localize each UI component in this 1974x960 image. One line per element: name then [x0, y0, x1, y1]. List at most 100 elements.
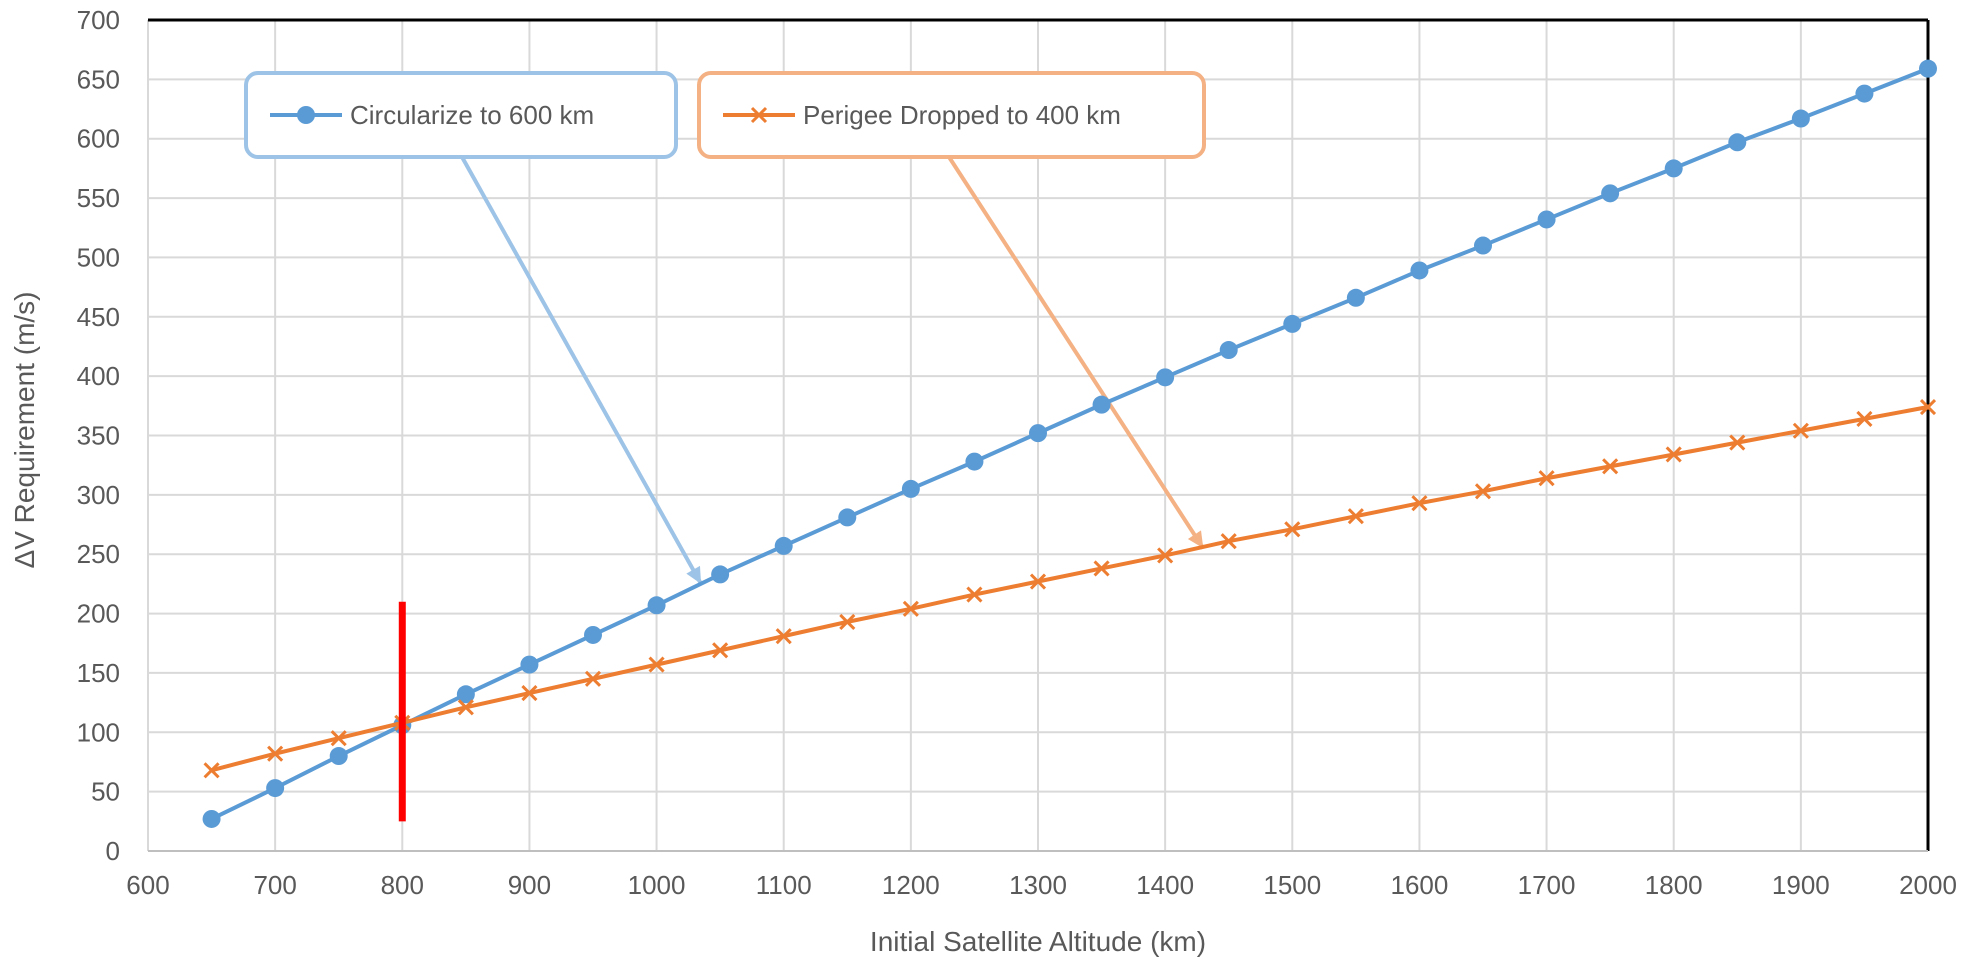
legend-swatch-marker: [297, 106, 315, 124]
callout-arrow-head: [686, 565, 702, 584]
y-tick-label: 0: [106, 836, 120, 866]
x-axis-ticks: 600 700 800 900 1000 1100 1200 1300 1400 1500 1600…: [126, 870, 1957, 900]
legend-label: Perigee Dropped to 400 km: [803, 100, 1121, 130]
data-point: [266, 779, 285, 798]
data-point: [1156, 368, 1175, 387]
y-tick-label: 100: [77, 717, 120, 747]
x-tick-label: 1300: [1009, 870, 1067, 900]
legend-callout-1: Circularize to 600 km: [244, 71, 703, 585]
y-axis-title: ΔV Requirement (m/s): [9, 292, 40, 569]
callout-box: [244, 71, 678, 159]
callout-arrow-head: [1187, 530, 1204, 549]
data-point: [520, 655, 539, 674]
data-point: [775, 628, 792, 645]
data-point: [1919, 59, 1937, 78]
series-1: [202, 59, 1937, 828]
x-tick-label: 1600: [1391, 870, 1449, 900]
data-point: [647, 596, 666, 615]
x-tick-label: 800: [381, 870, 424, 900]
data-point: [966, 586, 983, 603]
callout-arrow-line: [460, 156, 703, 585]
data-point: [901, 479, 920, 498]
y-tick-label: 400: [77, 361, 120, 391]
x-tick-label: 1200: [882, 870, 940, 900]
data-point: [1919, 398, 1937, 416]
x-tick-label: 700: [253, 870, 296, 900]
data-point: [712, 642, 729, 659]
data-point: [1029, 424, 1047, 443]
data-point: [202, 809, 221, 828]
data-point: [1601, 184, 1620, 203]
legend-callout-2: Perigee Dropped to 400 km: [697, 71, 1206, 550]
callout-box: [697, 71, 1206, 159]
data-point: [330, 730, 347, 747]
data-point: [1537, 210, 1556, 229]
data-point: [1855, 84, 1874, 103]
data-point: [1791, 109, 1810, 128]
x-tick-label: 900: [508, 870, 551, 900]
x-tick-label: 1000: [628, 870, 686, 900]
data-point: [1729, 434, 1746, 451]
data-point: [584, 625, 602, 644]
data-point: [1284, 521, 1301, 538]
legend-label: Circularize to 600 km: [350, 100, 594, 130]
data-point: [1410, 261, 1429, 280]
data-point: [1792, 422, 1809, 439]
data-point: [456, 685, 475, 704]
data-point: [1092, 395, 1111, 414]
x-tick-label: 600: [126, 870, 169, 900]
data-point: [1665, 446, 1682, 463]
series-2: [203, 398, 1937, 779]
data-point: [1093, 560, 1110, 577]
plot-frame: [148, 18, 1930, 852]
legend-swatch-marker: [750, 106, 768, 124]
x-tick-label: 2000: [1899, 870, 1957, 900]
x-tick-label: 1700: [1518, 870, 1576, 900]
y-tick-label: 600: [77, 124, 120, 154]
x-tick-label: 1500: [1263, 870, 1321, 900]
y-tick-label: 350: [77, 421, 120, 451]
legend-callouts: Circularize to 600 km Perigee Dropped to …: [244, 71, 1206, 585]
data-point: [1029, 573, 1047, 590]
series-line: [210, 66, 1929, 821]
callout-arrow-line: [947, 155, 1205, 550]
x-tick-label: 1100: [756, 870, 812, 900]
x-tick-label: 1800: [1645, 870, 1703, 900]
data-point: [457, 699, 474, 716]
x-tick-label: 1900: [1772, 870, 1830, 900]
data-point: [1411, 495, 1428, 512]
series-line: [211, 405, 1929, 773]
data-point: [329, 747, 348, 766]
data-point: [902, 600, 919, 617]
data-point: [1346, 288, 1365, 307]
y-tick-label: 700: [77, 5, 120, 35]
data-point: [965, 452, 984, 471]
y-tick-label: 550: [77, 183, 120, 213]
data-point: [1474, 483, 1492, 500]
data-point: [1856, 410, 1873, 427]
data-point: [1219, 341, 1238, 360]
data-point: [267, 745, 284, 762]
data-point: [648, 656, 665, 673]
y-tick-label: 200: [77, 599, 120, 629]
y-tick-label: 250: [77, 539, 120, 569]
y-axis-ticks: 0 50 100 150 200 250 300 350 400 450 500 550 600 650 7…: [77, 5, 120, 866]
data-point: [711, 565, 730, 584]
data-point: [1602, 458, 1619, 475]
y-tick-label: 500: [77, 242, 120, 272]
data-point: [1474, 236, 1492, 255]
data-point: [203, 762, 220, 779]
y-tick-label: 150: [77, 658, 120, 688]
y-tick-label: 450: [77, 302, 120, 332]
x-axis-title: Initial Satellite Altitude (km): [870, 926, 1206, 957]
series: [202, 59, 1937, 828]
data-point: [1538, 470, 1555, 487]
x-tick-label: 1400: [1136, 870, 1194, 900]
data-point: [1728, 133, 1747, 152]
data-point: [1220, 533, 1237, 550]
data-point: [1664, 159, 1683, 178]
data-point: [1347, 508, 1364, 525]
y-tick-label: 650: [77, 64, 120, 94]
data-point: [521, 685, 538, 702]
